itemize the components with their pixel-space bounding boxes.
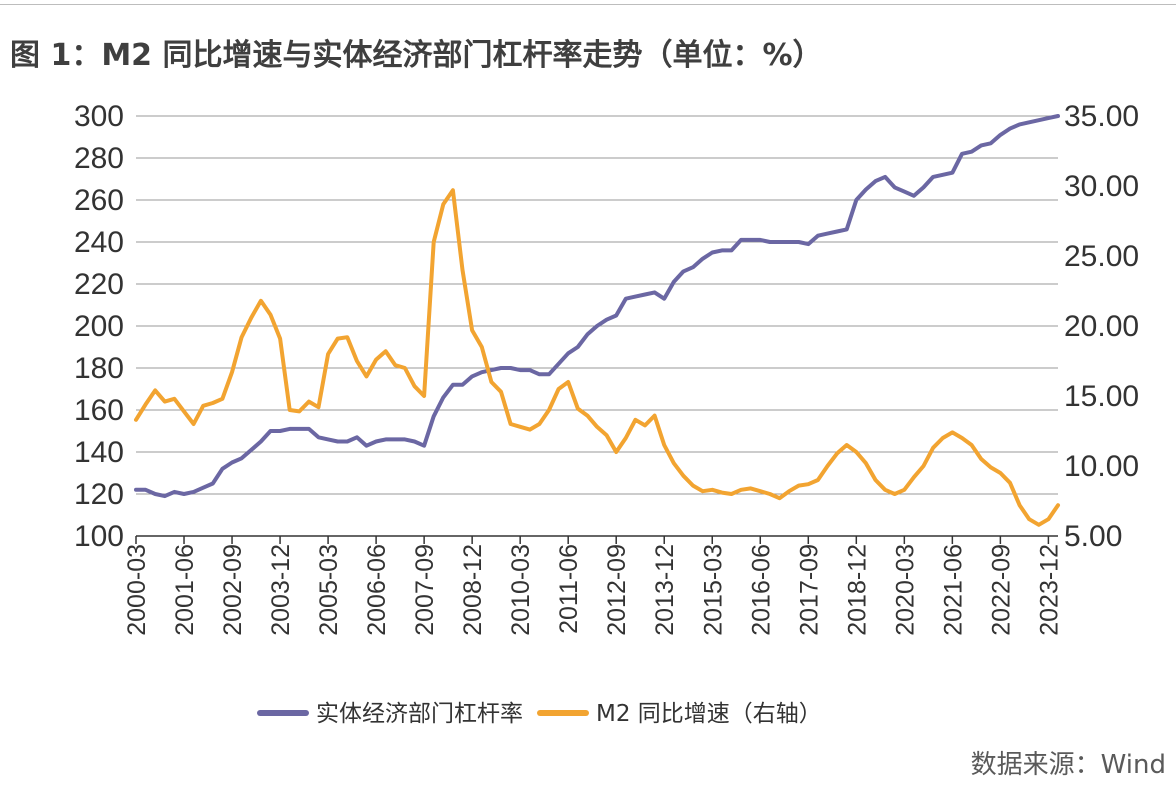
- right-tick-label: 10.00: [1064, 450, 1139, 483]
- x-tick-label: 2002-09: [219, 544, 247, 636]
- x-tick-label: 2003-12: [267, 544, 295, 636]
- chart-title: 图 1：M2 同比增速与实体经济部门杠杆率走势（单位：%）: [10, 38, 823, 73]
- right-tick-label: 35.00: [1064, 100, 1139, 133]
- left-tick-label: 160: [74, 394, 124, 427]
- right-tick-label: 15.00: [1064, 380, 1139, 413]
- leverage-ratio-line: [134, 114, 1060, 499]
- top-divider: [0, 4, 1176, 5]
- x-tick-label: 2021-06: [939, 544, 967, 636]
- left-tick-label: 140: [74, 436, 124, 469]
- left-tick-label: 100: [74, 520, 124, 553]
- x-tick-label: 2017-09: [795, 544, 823, 636]
- x-tick-label: 2008-12: [459, 544, 487, 636]
- left-tick-label: 260: [74, 184, 124, 217]
- x-tick-label: 2000-03: [123, 544, 151, 636]
- legend-label: M2 同比增速（右轴）: [596, 701, 822, 727]
- left-tick-label: 280: [74, 142, 124, 175]
- x-tick-label: 2011-06: [555, 544, 583, 634]
- x-tick-label: 2022-09: [987, 544, 1015, 636]
- x-tick-label: 2020-03: [891, 544, 919, 636]
- left-axis-ticks: 100 120 140 160 180 200 220 240 260 280 300: [74, 100, 124, 553]
- right-tick-label: 5.00: [1064, 520, 1122, 553]
- x-tick-label: 2015-03: [699, 544, 727, 636]
- x-axis-ticks: 2000-03 2001-06 2002-09 2003-12 2005-03 2006-…: [123, 536, 1063, 636]
- x-tick-label: 2006-06: [363, 544, 391, 636]
- right-axis-ticks: 5.00 10.00 15.00 20.00 25.00 30.00 35.00: [1064, 100, 1139, 553]
- m2-growth-line: [134, 188, 1060, 527]
- left-tick-label: 120: [74, 478, 124, 511]
- right-tick-label: 30.00: [1064, 170, 1139, 203]
- left-tick-label: 220: [74, 268, 124, 301]
- x-tick-label: 2005-03: [315, 544, 343, 636]
- right-tick-label: 25.00: [1064, 240, 1139, 273]
- data-source-note: 数据来源：Wind: [970, 750, 1166, 780]
- legend-item-m2: M2 同比增速（右轴）: [537, 701, 822, 727]
- series-lines: [134, 114, 1060, 527]
- x-tick-label: 2012-09: [603, 544, 631, 636]
- x-tick-label: 2013-12: [651, 544, 679, 636]
- legend-item-leverage: 实体经济部门杠杆率: [257, 701, 523, 727]
- x-tick-label: 2016-06: [747, 544, 775, 636]
- gridlines: [136, 115, 1058, 495]
- legend-label: 实体经济部门杠杆率: [316, 701, 523, 727]
- chart-legend: 实体经济部门杠杆率 M2 同比增速（右轴）: [257, 701, 822, 727]
- left-tick-label: 240: [74, 226, 124, 259]
- left-tick-label: 200: [74, 310, 124, 343]
- left-tick-label: 180: [74, 352, 124, 385]
- right-tick-label: 20.00: [1064, 310, 1139, 343]
- x-tick-label: 2010-03: [507, 544, 535, 636]
- x-tick-label: 2023-12: [1035, 544, 1063, 636]
- x-tick-label: 2001-06: [171, 544, 199, 636]
- x-tick-label: 2007-09: [411, 544, 439, 636]
- x-tick-label: 2018-12: [843, 544, 871, 636]
- left-tick-label: 300: [74, 100, 124, 133]
